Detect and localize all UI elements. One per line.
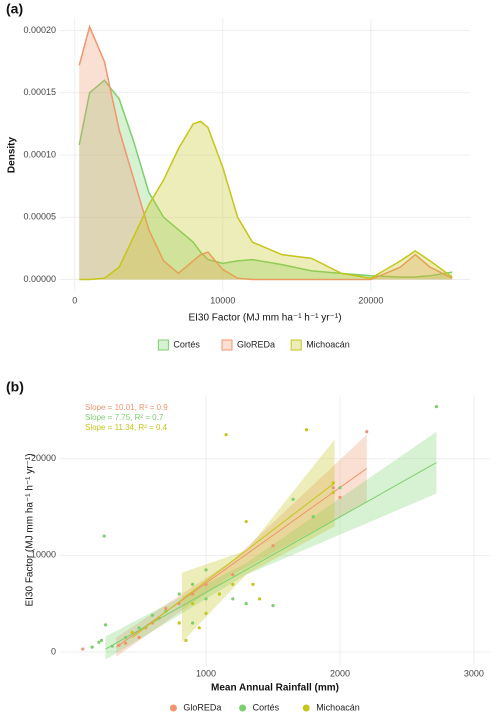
x-tick-label: 0: [72, 295, 77, 305]
legend-key: [239, 704, 247, 712]
point: [124, 641, 128, 645]
x-tick-label: 3000: [464, 668, 484, 678]
point: [204, 582, 208, 586]
x-tick-label: 1000: [196, 668, 216, 678]
point: [177, 592, 181, 596]
point: [204, 568, 208, 572]
density-line: [78, 24, 453, 281]
point: [331, 481, 335, 485]
point: [177, 621, 181, 625]
point: [365, 430, 369, 434]
legend-label: Michoacán: [306, 339, 350, 349]
point: [110, 644, 114, 648]
fit-line: [105, 462, 437, 650]
density-line: [79, 120, 453, 281]
y-tick-label: 0.00010: [23, 149, 56, 159]
annotation: Slope = 11.34, R² = 0.4: [85, 423, 168, 432]
y-axis-title: Density: [7, 137, 18, 174]
legend-key: [290, 339, 302, 351]
point: [331, 490, 335, 495]
x-tick-label: 10000: [210, 295, 235, 305]
annotation: Slope = 7.75, R² = 0.7: [85, 413, 164, 422]
point: [331, 486, 335, 490]
legend-key: [169, 704, 177, 712]
point: [244, 519, 248, 524]
legend-key: [157, 339, 169, 351]
y-tick-label: 10000: [31, 550, 56, 560]
confidence-band: [116, 434, 367, 657]
point: [191, 582, 195, 586]
point: [130, 631, 134, 635]
point: [191, 602, 195, 606]
legend-key: [221, 339, 233, 351]
point: [204, 611, 208, 615]
point: [231, 573, 235, 577]
legend-label: GloREDa: [183, 702, 221, 712]
point: [304, 428, 309, 432]
point: [224, 433, 228, 437]
point: [90, 645, 94, 649]
point: [204, 597, 208, 601]
point: [99, 638, 104, 642]
point: [81, 647, 85, 651]
legend-label: Cortés: [253, 702, 280, 712]
legend-key: [302, 704, 310, 712]
y-tick-label: 0.00000: [23, 274, 56, 284]
point: [231, 597, 235, 601]
y-tick-label: 0.00015: [23, 87, 56, 97]
point: [124, 635, 128, 640]
x-axis-title: Mean Annual Rainfall (mm): [211, 683, 339, 694]
y-tick-label: 20000: [31, 453, 56, 463]
point: [257, 597, 262, 601]
panel-label: (a): [6, 1, 23, 17]
x-axis-title: EI30 Factor (MJ mm ha⁻¹ h⁻¹ yr⁻¹): [188, 313, 341, 324]
point: [244, 602, 248, 606]
point: [102, 534, 106, 538]
point: [117, 643, 121, 647]
density-area: [79, 121, 453, 280]
panel-label: (b): [6, 379, 24, 395]
point: [197, 626, 201, 630]
point: [311, 515, 315, 519]
point: [217, 592, 222, 596]
point: [97, 640, 101, 644]
point: [184, 638, 188, 642]
point: [164, 606, 168, 611]
x-tick-label: 2000: [330, 668, 350, 678]
point: [137, 635, 141, 640]
point: [150, 613, 155, 617]
y-tick-label: 0: [51, 646, 56, 656]
point: [338, 495, 342, 499]
point: [251, 582, 255, 586]
y-axis-title: EI30 Factor (MJ mm ha⁻¹ h⁻¹ yr⁻¹): [25, 453, 36, 606]
point: [231, 582, 235, 586]
fit-line: [115, 468, 368, 648]
x-tick-label: 20000: [358, 295, 383, 305]
point: [103, 623, 108, 627]
point: [191, 592, 195, 596]
density-area: [79, 80, 453, 280]
point: [434, 404, 439, 409]
density-area: [79, 26, 453, 280]
point: [271, 544, 275, 548]
y-tick-label: 0.00020: [23, 25, 56, 35]
y-tick-label: 0.00005: [23, 212, 56, 222]
point: [338, 486, 342, 490]
legend-label: Cortés: [173, 339, 200, 349]
legend-label: Michoacán: [316, 702, 360, 712]
point: [137, 626, 141, 630]
point: [291, 497, 295, 501]
point: [271, 603, 275, 608]
point: [191, 621, 195, 625]
annotation: Slope = 10.01, R² = 0.9: [85, 403, 168, 412]
fit-line: [132, 482, 335, 638]
legend-label: GloREDa: [237, 339, 275, 349]
